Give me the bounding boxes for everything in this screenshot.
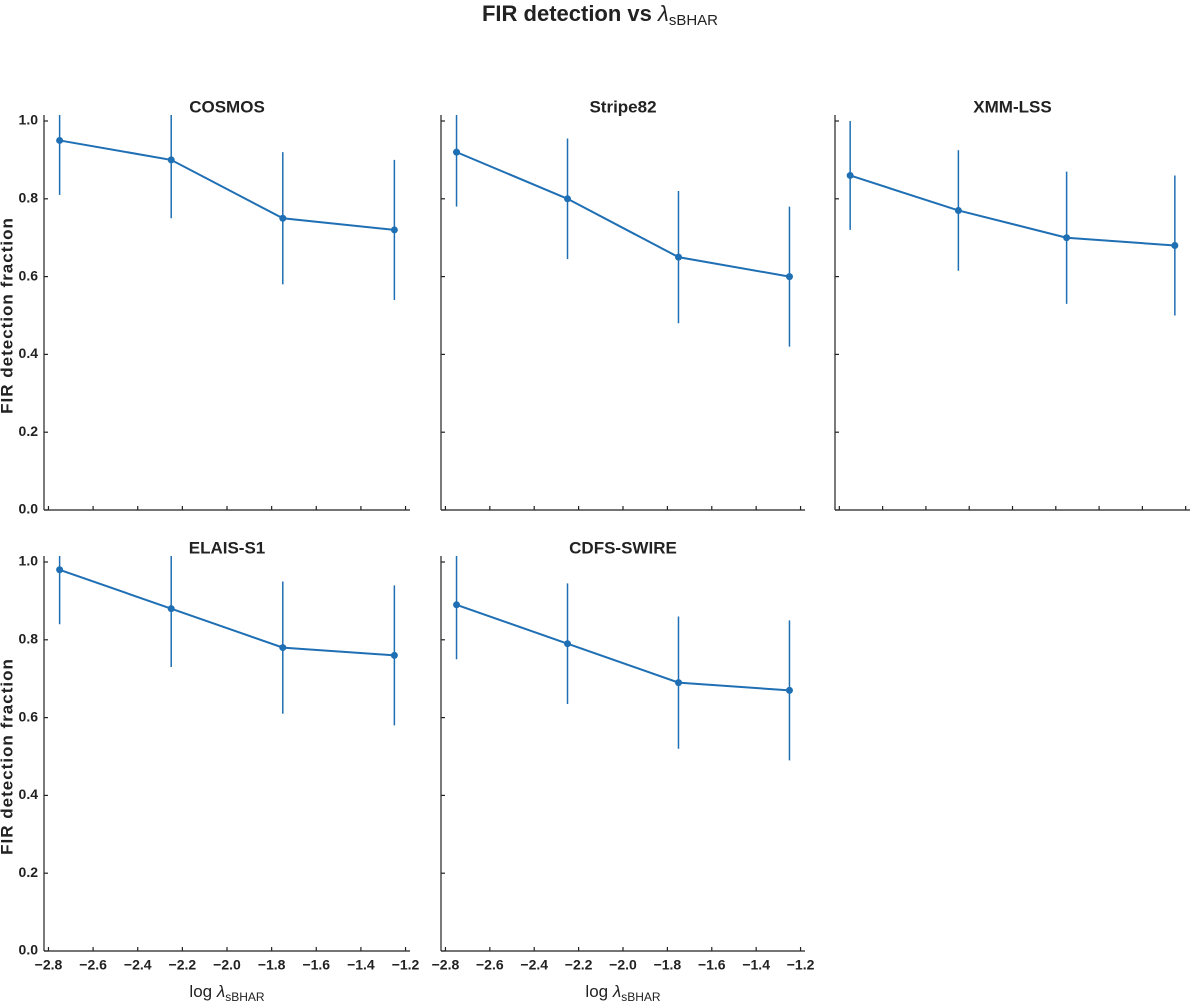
x-tick-label: −1.6 bbox=[698, 957, 726, 973]
panel: XMM-LSS bbox=[834, 97, 1190, 511]
data-point bbox=[453, 601, 461, 609]
data-line bbox=[849, 174, 1175, 247]
y-tick-label: 0.6 bbox=[19, 267, 39, 283]
data-point bbox=[390, 226, 398, 234]
y-axis-label: FIR detection fraction bbox=[0, 658, 16, 855]
data-point bbox=[1063, 234, 1071, 242]
data-point bbox=[453, 148, 461, 156]
x-tick-label: −1.4 bbox=[347, 957, 375, 973]
x-tick-label: −1.2 bbox=[392, 957, 420, 973]
x-label-text: log bbox=[189, 982, 212, 1001]
y-tick-label: 1.0 bbox=[19, 112, 39, 128]
x-tick-label: −2.2 bbox=[169, 957, 197, 973]
data-point bbox=[56, 566, 64, 574]
y-tick-label: 0.6 bbox=[19, 708, 39, 724]
x-tick-label: −1.2 bbox=[787, 957, 815, 973]
x-tick-label: −2.6 bbox=[476, 957, 504, 973]
x-tick-label: −2.0 bbox=[609, 957, 637, 973]
title-subscript: sBHAR bbox=[669, 12, 718, 29]
x-tick-label: −2.6 bbox=[79, 957, 107, 973]
panel: ELAIS-S1 0.0 0.2 0.4 0.6 0.8 1.0 −2.8 −2.6 −2.4 −2… bbox=[0, 538, 420, 1004]
x-tick-label: −2.0 bbox=[213, 957, 241, 973]
x-tick-label: −2.4 bbox=[520, 957, 548, 973]
x-tick-label: −2.2 bbox=[565, 957, 593, 973]
figure-title: FIR detection vs λsBHAR bbox=[482, 1, 718, 29]
x-axis-label: log λsBHAR bbox=[189, 982, 264, 1004]
data-line bbox=[456, 603, 790, 692]
x-tick-label: −2.8 bbox=[35, 957, 63, 973]
data-point bbox=[954, 206, 962, 214]
y-tick-label: 0.4 bbox=[19, 786, 39, 802]
x-label-subscript: sBHAR bbox=[621, 990, 661, 1004]
data-line bbox=[59, 568, 395, 657]
data-point bbox=[674, 679, 682, 687]
y-tick-label: 0.2 bbox=[19, 864, 39, 880]
data-point bbox=[167, 605, 175, 613]
panel-title: XMM-LSS bbox=[973, 97, 1051, 116]
data-point bbox=[846, 171, 854, 179]
y-tick-label: 1.0 bbox=[19, 553, 39, 569]
y-tick-label: 0.0 bbox=[19, 501, 39, 517]
data-line bbox=[59, 139, 395, 231]
data-point bbox=[390, 651, 398, 659]
x-label-symbol: λ bbox=[612, 982, 621, 1001]
data-point bbox=[674, 253, 682, 261]
x-tick-label: −1.8 bbox=[258, 957, 286, 973]
y-tick-label: 0.8 bbox=[19, 190, 39, 206]
panel: COSMOS 0.0 0.2 0.4 0.6 0.8 1.0 FIR detection fr… bbox=[0, 97, 410, 517]
x-tick-label: −2.4 bbox=[124, 957, 152, 973]
y-tick-label: 0.2 bbox=[19, 423, 39, 439]
panel: CDFS-SWIRE −2.8 −2.6 −2.4 −2.2 −2.0 −1.8 −1.6 −1… bbox=[432, 538, 815, 1004]
data-point bbox=[785, 273, 793, 281]
data-point bbox=[564, 640, 572, 648]
panel-title: COSMOS bbox=[189, 97, 265, 116]
data-point bbox=[167, 156, 175, 164]
x-label-subscript: sBHAR bbox=[225, 990, 265, 1004]
data-point bbox=[279, 214, 287, 222]
x-label-text: log bbox=[585, 982, 608, 1001]
x-tick-label: −1.4 bbox=[742, 957, 770, 973]
data-point bbox=[1171, 241, 1179, 249]
x-tick-label: −1.6 bbox=[302, 957, 330, 973]
x-axis-label: log λsBHAR bbox=[585, 982, 660, 1004]
x-tick-label: −2.8 bbox=[432, 957, 460, 973]
title-symbol: λ bbox=[657, 1, 669, 26]
y-axis-label: FIR detection fraction bbox=[0, 217, 16, 414]
y-tick-label: 0.4 bbox=[19, 345, 39, 361]
panel-title: Stripe82 bbox=[589, 97, 656, 116]
panel: Stripe82 bbox=[440, 97, 805, 511]
y-tick-label: 0.8 bbox=[19, 631, 39, 647]
x-tick-label: −1.8 bbox=[654, 957, 682, 973]
panel-title: ELAIS-S1 bbox=[189, 538, 266, 557]
data-line bbox=[456, 151, 790, 278]
data-point bbox=[564, 195, 572, 203]
y-tick-label: 0.0 bbox=[19, 942, 39, 958]
data-point bbox=[56, 136, 64, 144]
data-point bbox=[785, 686, 793, 694]
x-label-symbol: λ bbox=[216, 982, 225, 1001]
data-point bbox=[279, 644, 287, 652]
panel-title: CDFS-SWIRE bbox=[569, 538, 677, 557]
title-text: FIR detection vs bbox=[482, 1, 652, 26]
